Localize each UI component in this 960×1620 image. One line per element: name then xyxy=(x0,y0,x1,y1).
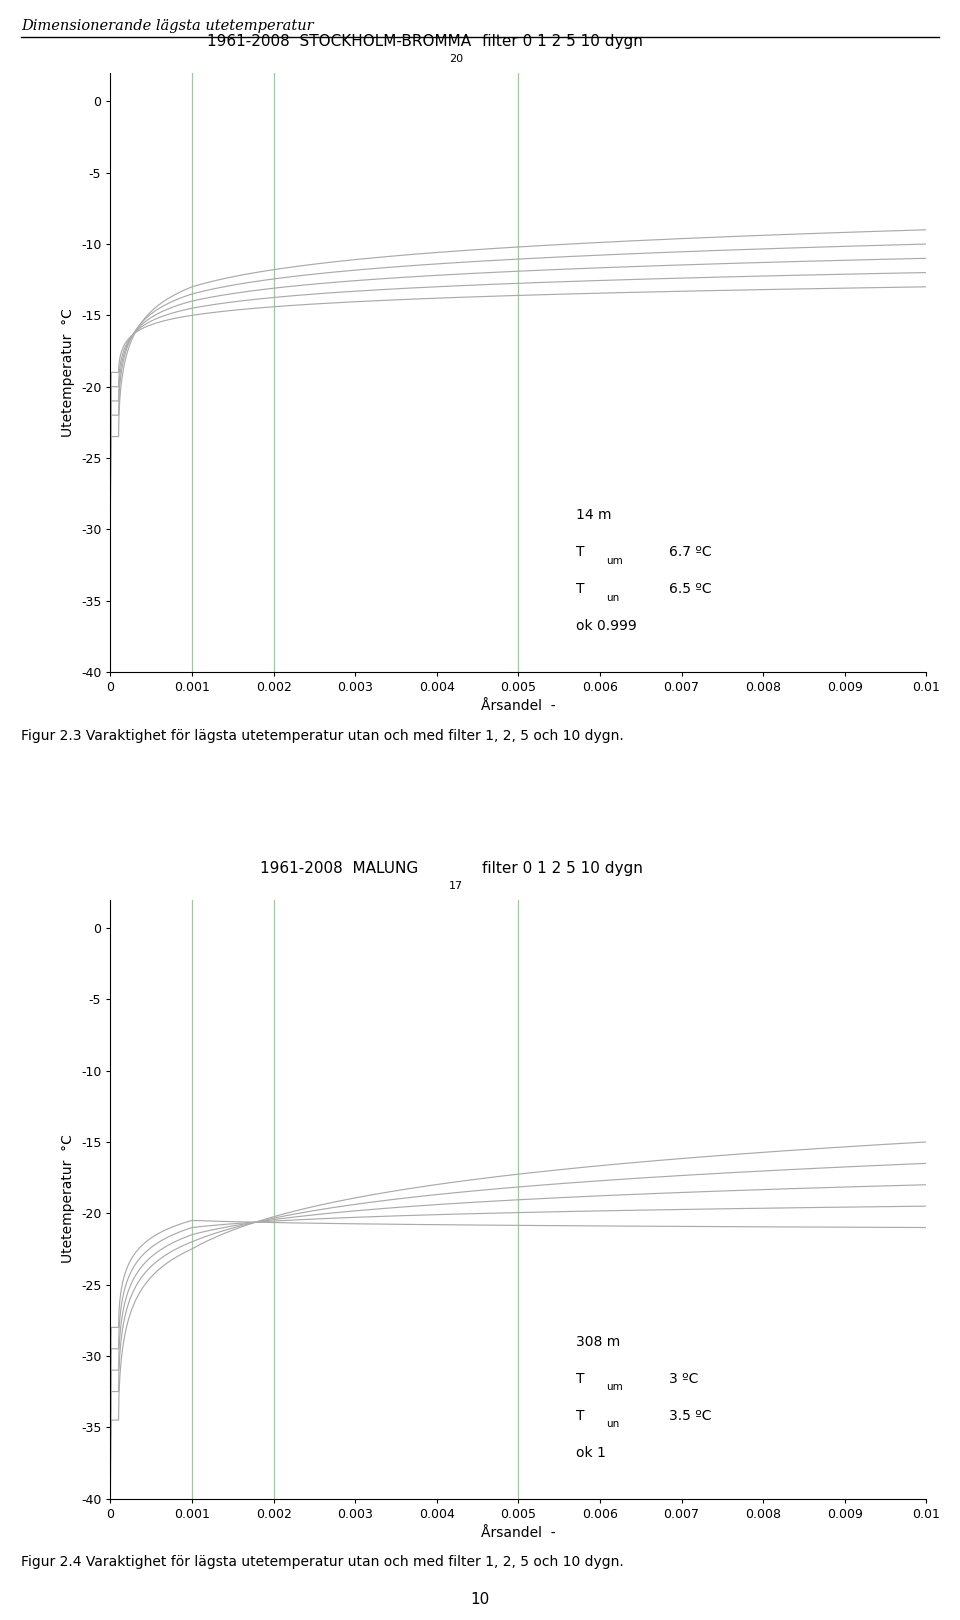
Text: T: T xyxy=(575,582,584,596)
Text: T: T xyxy=(575,1372,584,1385)
Text: un: un xyxy=(607,593,620,603)
Text: um: um xyxy=(607,1382,623,1392)
X-axis label: Årsandel  -: Årsandel - xyxy=(481,700,556,713)
Y-axis label: Utetemperatur  °C: Utetemperatur °C xyxy=(61,1134,76,1264)
Text: Dimensionerande lägsta utetemperatur: Dimensionerande lägsta utetemperatur xyxy=(21,19,314,34)
Text: Figur 2.4 Varaktighet för lägsta utetemperatur utan och med filter 1, 2, 5 och 1: Figur 2.4 Varaktighet för lägsta utetemp… xyxy=(21,1555,624,1570)
Text: un: un xyxy=(607,1419,620,1429)
Text: ok 1: ok 1 xyxy=(575,1447,606,1460)
Text: 17: 17 xyxy=(449,881,463,891)
Text: 3 ºC: 3 ºC xyxy=(669,1372,699,1385)
Text: 6.7 ºC: 6.7 ºC xyxy=(669,546,712,559)
Text: filter 0 1 2 5 10 dygn: filter 0 1 2 5 10 dygn xyxy=(482,860,642,875)
X-axis label: Årsandel  -: Årsandel - xyxy=(481,1526,556,1541)
Y-axis label: Utetemperatur  °C: Utetemperatur °C xyxy=(61,308,76,437)
Text: Figur 2.3 Varaktighet för lägsta utetemperatur utan och med filter 1, 2, 5 och 1: Figur 2.3 Varaktighet för lägsta utetemp… xyxy=(21,729,624,742)
Text: 3.5 ºC: 3.5 ºC xyxy=(669,1409,712,1422)
Text: 1961-2008  STOCKHOLM-BROMMA: 1961-2008 STOCKHOLM-BROMMA xyxy=(206,34,471,49)
Text: um: um xyxy=(607,556,623,565)
Text: 1961-2008  MALUNG: 1961-2008 MALUNG xyxy=(260,860,418,875)
Text: T: T xyxy=(575,546,584,559)
Text: T: T xyxy=(575,1409,584,1422)
Text: filter 0 1 2 5 10 dygn: filter 0 1 2 5 10 dygn xyxy=(482,34,642,49)
Text: 10: 10 xyxy=(470,1592,490,1607)
Text: 308 m: 308 m xyxy=(575,1335,620,1349)
Text: ok 0.999: ok 0.999 xyxy=(575,619,636,633)
Text: 6.5 ºC: 6.5 ºC xyxy=(669,582,712,596)
Text: 20: 20 xyxy=(449,53,463,63)
Text: 14 m: 14 m xyxy=(575,509,611,522)
